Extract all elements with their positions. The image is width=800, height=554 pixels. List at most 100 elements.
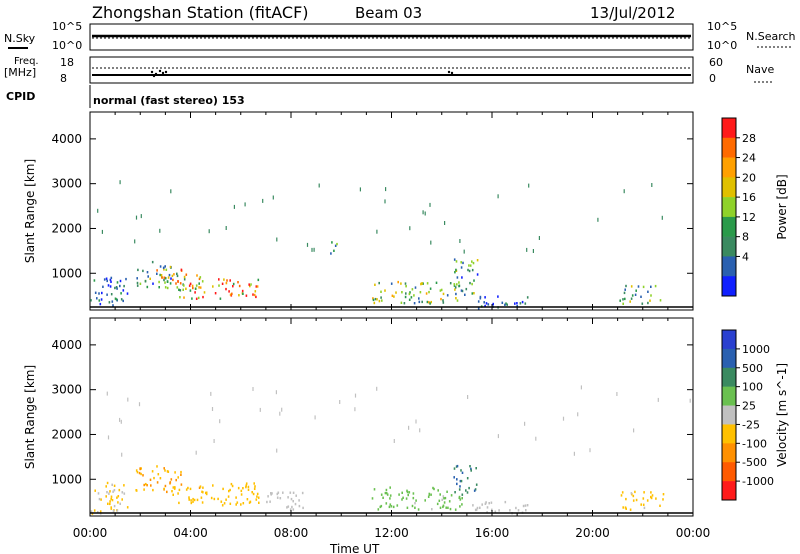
echo-cell bbox=[180, 268, 183, 271]
echo-cell bbox=[106, 491, 108, 494]
y-tick-label: 2000 bbox=[51, 427, 82, 441]
echo-cell bbox=[402, 496, 404, 499]
echo-cell bbox=[94, 489, 96, 492]
echo-cell bbox=[421, 282, 423, 285]
echo-cell bbox=[509, 509, 511, 512]
echo-cell bbox=[632, 494, 635, 498]
echo-cell bbox=[136, 284, 139, 287]
echo-cell bbox=[188, 498, 190, 501]
echo-cell bbox=[532, 249, 534, 253]
echo-cell bbox=[301, 491, 304, 495]
echo-cell bbox=[409, 291, 411, 294]
colorbar-tick-label: 28 bbox=[742, 132, 756, 145]
echo-cell bbox=[166, 286, 169, 290]
echo-cell bbox=[458, 284, 460, 288]
echo-cell bbox=[393, 295, 395, 298]
echo-cell bbox=[389, 494, 392, 497]
echo-cell bbox=[650, 294, 652, 297]
echo-cell bbox=[430, 240, 432, 245]
echo-cell bbox=[470, 467, 472, 471]
echo-cell bbox=[107, 502, 109, 505]
echo-cell bbox=[405, 292, 407, 295]
echo-cell bbox=[251, 491, 253, 494]
echo-cell bbox=[168, 273, 171, 277]
echo-cell bbox=[477, 307, 480, 310]
echo-cell bbox=[453, 283, 456, 286]
beam-title: Beam 03 bbox=[355, 4, 422, 22]
echo-cell bbox=[467, 395, 469, 399]
echo-cell bbox=[516, 304, 518, 308]
colorbar-frame bbox=[721, 117, 737, 297]
nsky-tick-top: 10^5 bbox=[52, 20, 82, 33]
echo-cell bbox=[528, 183, 530, 188]
echo-cell bbox=[210, 496, 213, 500]
echo-cell bbox=[108, 492, 110, 495]
echo-cell bbox=[634, 490, 636, 494]
echo-cell bbox=[213, 497, 216, 501]
y-tick-label: 1000 bbox=[51, 266, 82, 280]
echo-cell bbox=[524, 504, 527, 507]
echo-cell bbox=[461, 289, 464, 293]
echo-cell bbox=[633, 428, 635, 433]
echo-cell bbox=[202, 486, 204, 489]
echo-cell bbox=[442, 301, 445, 304]
echo-cell bbox=[289, 508, 292, 511]
echo-cell bbox=[458, 495, 461, 499]
echo-cell bbox=[386, 493, 389, 496]
echo-cell bbox=[580, 385, 582, 390]
echo-cell bbox=[404, 295, 407, 299]
echo-cell bbox=[629, 300, 631, 303]
echo-cell bbox=[279, 497, 282, 500]
echo-cell bbox=[98, 299, 101, 302]
echo-cell bbox=[119, 502, 121, 505]
echo-cell bbox=[483, 301, 485, 304]
echo-cell bbox=[90, 299, 92, 302]
echo-cell bbox=[115, 298, 118, 301]
echo-cell bbox=[449, 507, 452, 511]
echo-cell bbox=[291, 505, 293, 509]
echo-cell bbox=[659, 299, 662, 302]
colorbar-tick-label: 12 bbox=[742, 211, 756, 224]
echo-cell bbox=[171, 274, 174, 278]
echo-cell bbox=[292, 491, 295, 494]
colorbar-swatch bbox=[722, 405, 736, 425]
echo-cell bbox=[468, 264, 470, 267]
echo-cell bbox=[384, 491, 387, 495]
echo-cell bbox=[526, 296, 529, 299]
echo-cell bbox=[462, 261, 464, 265]
echo-cell bbox=[373, 301, 376, 305]
echo-cell bbox=[149, 277, 151, 280]
echo-cell bbox=[624, 297, 626, 301]
echo-cell bbox=[624, 288, 626, 291]
echo-cell bbox=[262, 198, 264, 203]
colorbar-tick-label: 1000 bbox=[742, 343, 770, 356]
echo-cell bbox=[450, 494, 453, 497]
echo-cell bbox=[459, 485, 461, 488]
echo-cell bbox=[490, 501, 493, 504]
echo-cell bbox=[417, 508, 420, 511]
colorbar-frame bbox=[721, 329, 737, 501]
y-tick-label: 3000 bbox=[51, 177, 82, 191]
y-axis-label: Slant Range [km] bbox=[23, 159, 37, 263]
echo-cell bbox=[405, 497, 408, 500]
echo-cell bbox=[292, 508, 295, 511]
echo-cell bbox=[140, 472, 142, 476]
echo-cell bbox=[453, 258, 456, 261]
echo-cell bbox=[373, 488, 376, 491]
echo-cell bbox=[294, 502, 297, 506]
echo-cell bbox=[136, 281, 139, 285]
echo-cell bbox=[392, 505, 395, 509]
echo-cell bbox=[99, 510, 102, 513]
echo-cell bbox=[459, 239, 461, 243]
echo-cell bbox=[135, 215, 138, 220]
echo-cell bbox=[102, 285, 104, 288]
echo-cell bbox=[318, 183, 320, 188]
echo-cell bbox=[106, 391, 108, 396]
echo-cell bbox=[138, 402, 141, 407]
nsearch-tick-bottom: 10^0 bbox=[707, 39, 737, 52]
echo-cell bbox=[90, 510, 93, 513]
echo-cell bbox=[253, 293, 256, 297]
echo-cell bbox=[380, 296, 382, 299]
colorbar-swatch bbox=[722, 443, 736, 463]
echo-cell bbox=[372, 298, 375, 302]
